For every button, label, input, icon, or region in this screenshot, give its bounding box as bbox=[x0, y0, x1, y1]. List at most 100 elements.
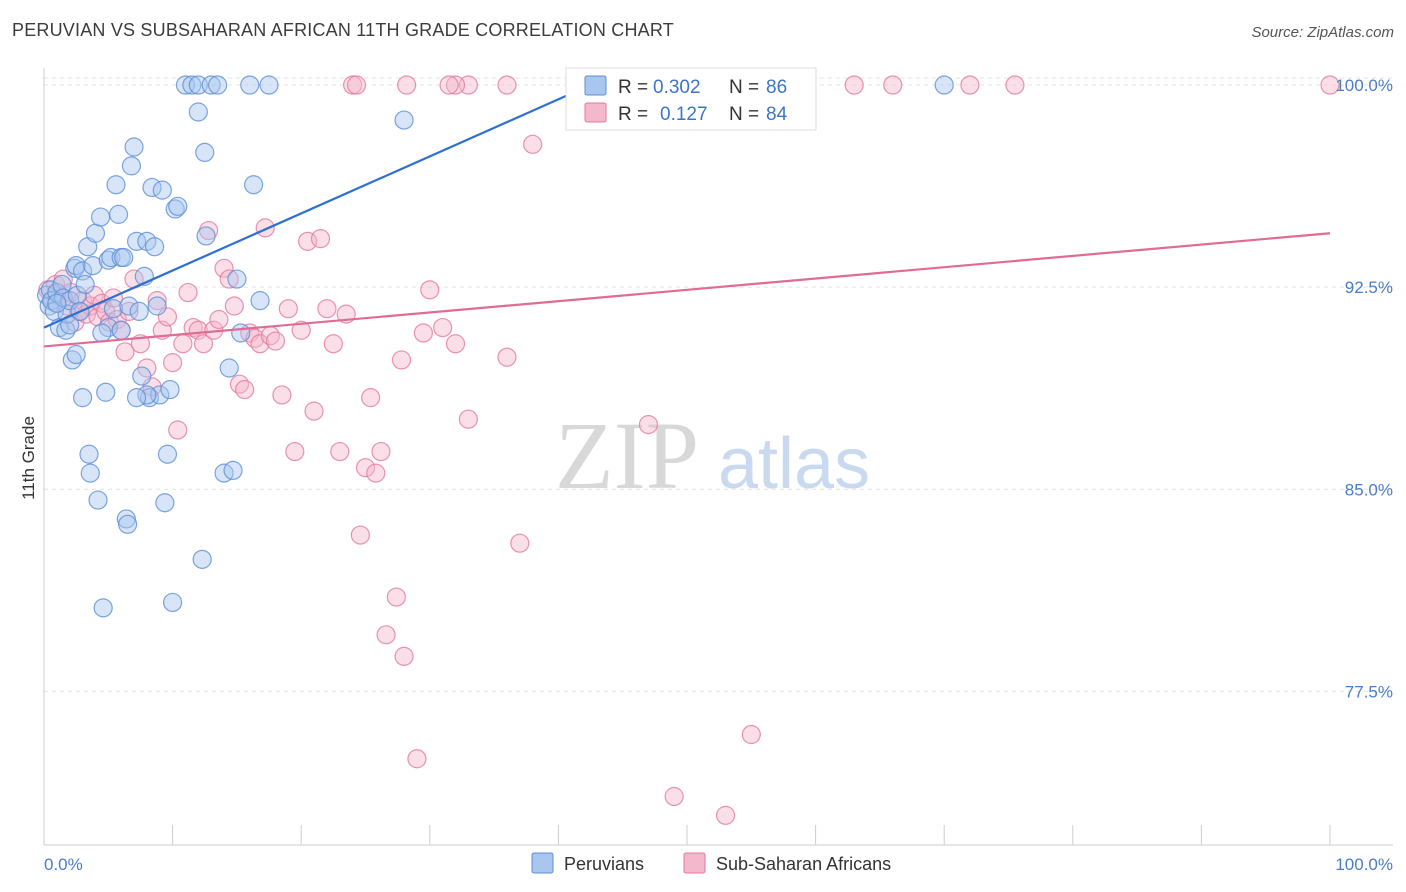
source-credit: Source: ZipAtlas.com bbox=[1251, 24, 1394, 41]
peruvian-point-48 bbox=[147, 296, 167, 316]
subsaharan-point-38 bbox=[209, 309, 229, 330]
peruvian-point-70 bbox=[231, 323, 251, 343]
subsaharan-point-82 bbox=[664, 786, 684, 807]
subsaharan-point-43 bbox=[235, 379, 255, 400]
peruvian-point-27 bbox=[96, 382, 116, 402]
peruvian-point-23 bbox=[85, 223, 106, 243]
subsaharan-point-90 bbox=[883, 75, 903, 95]
subsaharan-point-57 bbox=[317, 299, 337, 319]
peruvian-point-24 bbox=[88, 490, 108, 510]
watermark-zip: ZIP bbox=[555, 402, 699, 509]
subsaharan-point-36 bbox=[199, 220, 219, 241]
subsaharan-point-87 bbox=[445, 75, 466, 95]
peruvian-point-58 bbox=[182, 75, 202, 95]
peruvian-point-40 bbox=[126, 231, 147, 251]
peruvian-point-22 bbox=[83, 255, 103, 276]
subsaharan-point-49 bbox=[265, 331, 286, 351]
subsaharan-point-88 bbox=[439, 75, 459, 95]
legend-swatch-peruvians bbox=[584, 75, 607, 96]
peruvian-point-55 bbox=[165, 199, 185, 219]
series-legend-swatch-peruvians bbox=[531, 852, 554, 874]
subsaharan-point-32 bbox=[178, 282, 198, 303]
peruvian-point-20 bbox=[79, 444, 99, 464]
peruvian-point-51 bbox=[155, 493, 175, 513]
series-legend: Peruvians Sub-Saharan Africans bbox=[531, 852, 891, 874]
x-tick-label-max: 100.0% bbox=[1335, 855, 1393, 874]
subsaharan-point-70 bbox=[391, 350, 412, 370]
legend-n-label-1: N = bbox=[729, 104, 759, 125]
subsaharan-point-93 bbox=[1320, 75, 1340, 95]
peruvian-point-31 bbox=[106, 175, 126, 195]
peruvian-point-53 bbox=[160, 379, 180, 400]
peruvian-point-38 bbox=[121, 156, 142, 176]
stats-legend: R = 0.302 N = 86 R = 0.127 N = 84 bbox=[565, 67, 817, 131]
subsaharan-point-89 bbox=[844, 75, 864, 95]
legend-n-label-0: N = bbox=[729, 77, 759, 98]
peruvian-point-75 bbox=[394, 110, 414, 130]
subsaharan-point-62 bbox=[346, 75, 367, 95]
peruvian-point-25 bbox=[90, 207, 111, 227]
points-peruvians bbox=[36, 75, 954, 618]
peruvian-point-47 bbox=[144, 237, 165, 257]
legend-swatch-sub-saharan bbox=[584, 102, 607, 123]
peruvian-point-42 bbox=[132, 366, 152, 386]
watermark: ZIP atlas bbox=[555, 402, 870, 509]
trend-line-sub-saharan bbox=[43, 232, 1331, 348]
series-legend-label-sub-saharan: Sub-Saharan Africans bbox=[716, 854, 891, 874]
peruvian-point-73 bbox=[250, 291, 270, 311]
peruvian-point-76 bbox=[66, 344, 86, 365]
subsaharan-point-69 bbox=[386, 587, 406, 607]
series-legend-swatch-sub-saharan bbox=[683, 852, 706, 874]
subsaharan-point-51 bbox=[278, 299, 298, 319]
peruvian-point-36 bbox=[117, 514, 138, 534]
peruvian-point-32 bbox=[108, 204, 129, 224]
peruvian-point-61 bbox=[196, 226, 216, 246]
subsaharan-point-21 bbox=[119, 301, 139, 322]
peruvian-point-18 bbox=[75, 274, 95, 295]
peruvian-point-83 bbox=[111, 320, 131, 340]
subsaharan-point-52 bbox=[285, 441, 305, 462]
peruvian-point-39 bbox=[124, 137, 144, 157]
subsaharan-point-63 bbox=[350, 525, 370, 545]
subsaharan-point-83 bbox=[741, 724, 761, 745]
legend-r-value-1: 0.127 bbox=[660, 104, 708, 125]
subsaharan-point-64 bbox=[355, 458, 376, 478]
subsaharan-point-59 bbox=[330, 441, 350, 462]
peruvian-point-56 bbox=[168, 196, 188, 216]
subsaharan-point-68 bbox=[376, 625, 396, 645]
peruvian-point-68 bbox=[223, 460, 243, 481]
subsaharan-point-67 bbox=[371, 441, 391, 462]
peruvian-point-84 bbox=[126, 388, 147, 408]
peruvian-point-37 bbox=[119, 296, 139, 316]
subsaharan-point-72 bbox=[407, 749, 427, 769]
subsaharan-point-40 bbox=[219, 269, 239, 289]
subsaharan-point-35 bbox=[193, 334, 214, 354]
peruvian-point-34 bbox=[114, 247, 134, 268]
subsaharan-point-55 bbox=[304, 401, 324, 421]
peruvian-point-15 bbox=[67, 285, 88, 305]
subsaharan-point-75 bbox=[433, 317, 453, 338]
y-tick-label-1: 92.5% bbox=[1345, 278, 1393, 297]
subsaharan-point-41 bbox=[224, 296, 244, 316]
legend-n-value-0: 86 bbox=[766, 77, 787, 98]
subsaharan-point-73 bbox=[413, 323, 433, 343]
peruvian-point-77 bbox=[72, 388, 93, 408]
subsaharan-point-81 bbox=[638, 414, 659, 435]
subsaharan-point-53 bbox=[291, 320, 311, 340]
subsaharan-point-29 bbox=[163, 353, 183, 373]
peruvian-point-82 bbox=[92, 323, 112, 343]
peruvian-point-21 bbox=[80, 463, 100, 483]
subsaharan-point-80 bbox=[523, 134, 543, 154]
peruvian-point-72 bbox=[244, 175, 264, 195]
subsaharan-point-94 bbox=[394, 646, 414, 666]
subsaharan-point-26 bbox=[147, 291, 167, 311]
chart-title: PERUVIAN VS SUBSAHARAN AFRICAN 11TH GRAD… bbox=[12, 20, 674, 40]
legend-r-label-1: R = bbox=[618, 104, 648, 125]
subsaharan-point-65 bbox=[361, 388, 381, 408]
subsaharan-point-47 bbox=[255, 218, 275, 238]
peruvian-point-50 bbox=[152, 180, 172, 200]
peruvian-point-52 bbox=[157, 444, 178, 464]
subsaharan-point-77 bbox=[458, 409, 478, 429]
peruvian-point-74 bbox=[259, 75, 279, 95]
y-axis-label: 11th Grade bbox=[19, 416, 38, 500]
